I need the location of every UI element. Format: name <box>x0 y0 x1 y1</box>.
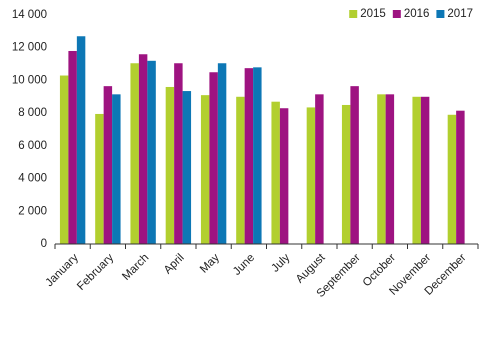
bar <box>130 63 139 244</box>
bar <box>412 96 421 245</box>
bar <box>59 75 69 245</box>
y-tick-label: 8 000 <box>18 107 47 119</box>
y-tick-label: 10 000 <box>12 74 47 86</box>
bar <box>200 95 210 245</box>
bar <box>306 107 316 245</box>
x-tick-label: June <box>231 252 257 278</box>
bar <box>147 60 156 244</box>
legend-swatch <box>436 10 445 18</box>
bar <box>420 96 430 245</box>
bar <box>165 86 175 244</box>
bar <box>174 63 183 244</box>
y-tick-label: 12 000 <box>12 42 47 54</box>
x-tick-label: August <box>294 251 328 285</box>
bar <box>76 36 86 245</box>
bar <box>271 101 280 244</box>
x-tick-label: February <box>75 252 116 293</box>
bar <box>95 113 104 244</box>
legend-swatch <box>349 10 358 18</box>
x-tick-label: March <box>120 252 151 283</box>
y-tick-label: 4 000 <box>18 173 47 185</box>
legend-label: 2016 <box>404 8 430 20</box>
bar <box>138 54 148 244</box>
x-tick-label: July <box>269 252 292 275</box>
y-tick-label: 6 000 <box>18 140 47 152</box>
y-tick-label: 2 000 <box>18 205 47 217</box>
bar <box>209 72 218 244</box>
x-tick-label: May <box>198 252 222 276</box>
bar <box>217 63 227 244</box>
bar <box>350 86 359 245</box>
y-tick-label: 0 <box>41 238 47 250</box>
bar <box>68 50 77 244</box>
x-tick-label: April <box>162 252 187 277</box>
bar <box>377 94 386 244</box>
bar <box>112 94 121 244</box>
bar <box>385 94 395 244</box>
bar <box>182 91 192 244</box>
y-tick-label: 14 000 <box>12 9 47 21</box>
legend-swatch <box>392 10 401 18</box>
bar <box>244 68 254 245</box>
bar <box>447 114 457 245</box>
legend-label: 2015 <box>360 8 386 20</box>
bar <box>456 110 465 244</box>
bar <box>279 108 289 244</box>
bar <box>253 67 262 244</box>
bar <box>315 94 324 244</box>
bar <box>341 104 351 244</box>
bar <box>103 86 113 245</box>
legend-label: 2017 <box>447 8 473 20</box>
bar <box>236 96 245 245</box>
